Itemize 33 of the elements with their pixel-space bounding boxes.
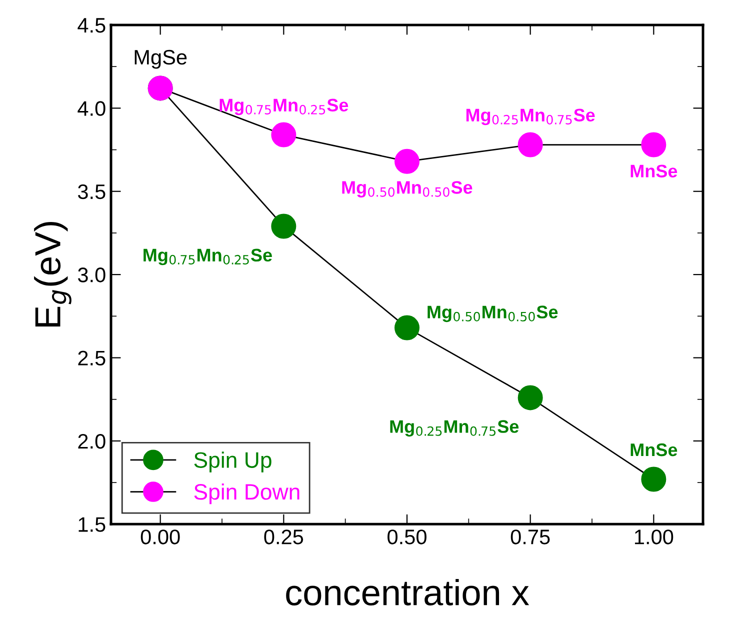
x-tick-label: 1.00: [634, 530, 674, 544]
y-tick-label: 4.0: [78, 101, 106, 116]
annotation: MgSe: [134, 50, 187, 69]
point: [641, 132, 666, 158]
y-tick-label: 3.5: [78, 184, 106, 200]
annotation: Mg$_{0.50}$Mn$_{0.50}$Se: [342, 181, 472, 198]
annotation: MnSe: [630, 443, 678, 456]
point: [394, 148, 420, 174]
y-tick-label: 1.5: [78, 517, 106, 532]
annotation: Mg$_{0.25}$Mn$_{0.75}$Se: [466, 108, 595, 126]
annotation: Mg$_{0.75}$Mn$_{0.25}$Se: [144, 248, 272, 266]
annotation: Mg$_{0.50}$Mn$_{0.50}$Se: [428, 306, 558, 322]
y-tick-label: 3.0: [78, 268, 106, 282]
x-tick-label: 0.00: [140, 530, 180, 544]
annotation: Mg$_{0.25}$Mn$_{0.75}$Se: [390, 420, 519, 437]
y-tick-label: 2.0: [78, 434, 106, 449]
x-axis-title: concentration x: [286, 578, 530, 606]
point: [271, 122, 296, 148]
x-tick-label: 0.25: [264, 530, 304, 544]
y-axis-title: E$_{g}$(eV): [34, 222, 72, 326]
point: [518, 132, 543, 158]
legend-label: Spin Up: [194, 452, 272, 472]
y-tick-label: 2.5: [78, 350, 106, 366]
annotation: Mg$_{0.75}$Mn$_{0.25}$Se: [220, 98, 348, 116]
y-tick-label: 4.5: [78, 18, 106, 33]
point: [271, 214, 296, 239]
point: [518, 385, 543, 410]
point: [394, 315, 420, 340]
x-tick-label: 0.50: [388, 530, 426, 544]
x-tick-label: 0.75: [510, 530, 550, 544]
legend-label: Spin Down: [194, 483, 300, 504]
annotation: MnSe: [630, 164, 678, 178]
point: [641, 466, 666, 492]
